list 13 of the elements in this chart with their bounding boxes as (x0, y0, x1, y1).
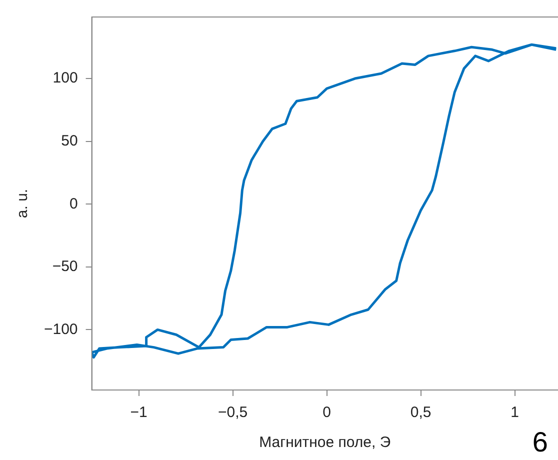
x-tick-label: 0,5 (410, 404, 432, 422)
text: 6 (532, 426, 548, 458)
x-tick-label: −0,5 (218, 404, 248, 422)
y-axis-title: a. u. (14, 188, 32, 218)
y-tick-label: −100 (44, 320, 78, 338)
x-tick-label: −1 (130, 404, 148, 422)
y-tick-label: 100 (52, 70, 78, 87)
x-axis-title: Магнитное поле, Э (259, 434, 391, 452)
y-tick-label: 0 (69, 195, 78, 212)
x-tick-label: 1 (510, 404, 519, 422)
y-tick-label: −50 (52, 258, 78, 276)
y-tick-label: 50 (61, 132, 78, 150)
x-tick-label: 0 (322, 404, 331, 422)
